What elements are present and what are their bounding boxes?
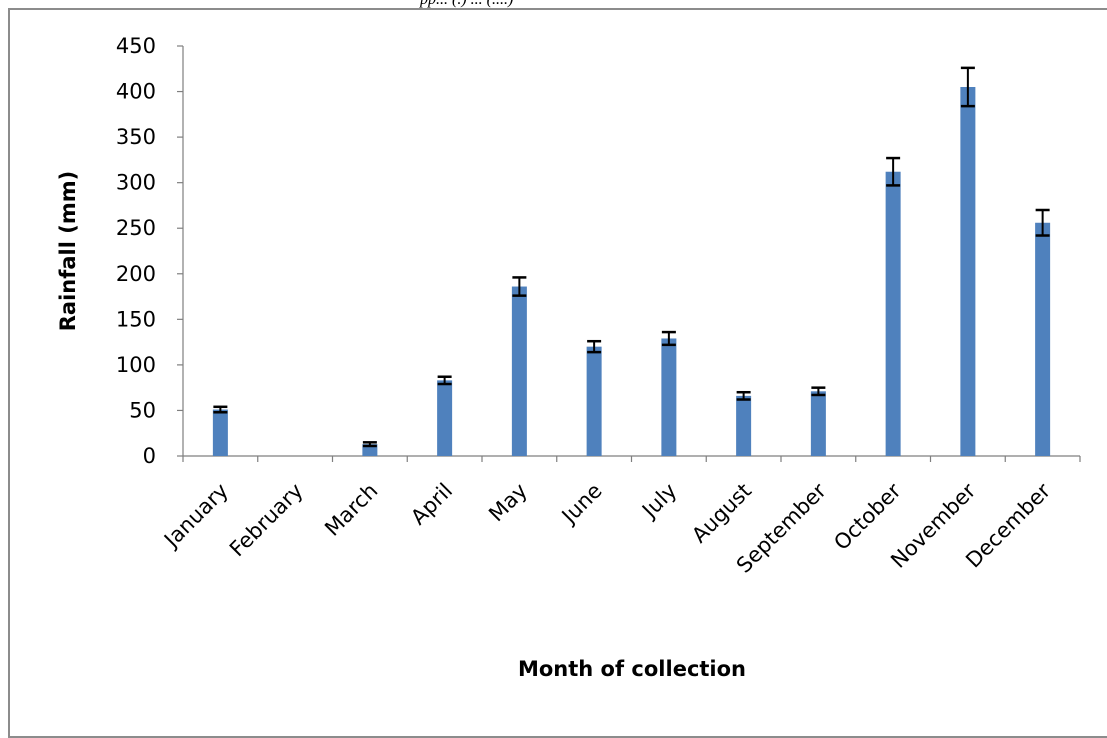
chart-frame (8, 8, 1107, 738)
x-tick-label: March (320, 479, 382, 541)
x-axis-title: Month of collection (518, 657, 746, 681)
bar (212, 409, 228, 456)
x-tick-label: June (556, 479, 607, 530)
bar (885, 171, 901, 456)
bar (1035, 222, 1051, 456)
y-tick-label: 0 (143, 444, 156, 468)
x-tick-label: May (484, 479, 532, 527)
bar (810, 391, 826, 456)
y-tick-label: 150 (116, 307, 156, 331)
bar (437, 380, 453, 456)
error-bars (213, 66, 1050, 448)
y-tick-label: 300 (116, 171, 156, 195)
y-tick-labels: 0 50 100 150 200 250 300 350 400 450 (116, 34, 156, 468)
axes (177, 45, 1081, 462)
top-header-strip: pp... (.) ... (....) (0, 0, 1107, 8)
top-header-text: pp... (.) ... (....) (420, 0, 513, 8)
x-tick-label: August (687, 479, 756, 548)
x-tick-label: July (636, 479, 681, 524)
x-tick-label: October (829, 478, 906, 555)
y-tick-label: 450 (116, 34, 156, 58)
bar (960, 87, 976, 456)
bar (661, 338, 677, 456)
x-tick-label: April (406, 479, 457, 530)
y-axis-title: Rainfall (mm) (56, 171, 80, 331)
y-tick-label: 400 (116, 80, 156, 104)
x-tick-label: February (225, 479, 308, 562)
bar (586, 346, 602, 456)
y-tick-label: 200 (116, 262, 156, 286)
y-tick-label: 100 (116, 353, 156, 377)
bars (212, 87, 1051, 456)
x-tick-label: January (158, 479, 233, 554)
bar (736, 395, 752, 456)
bar (511, 286, 527, 456)
y-tick-label: 350 (116, 125, 156, 149)
y-tick-label: 50 (129, 398, 156, 422)
rainfall-bar-chart: 0 50 100 150 200 250 300 350 400 450 JanuaryFebru… (56, 34, 1081, 681)
y-tick-label: 250 (116, 216, 156, 240)
bar (362, 444, 378, 456)
